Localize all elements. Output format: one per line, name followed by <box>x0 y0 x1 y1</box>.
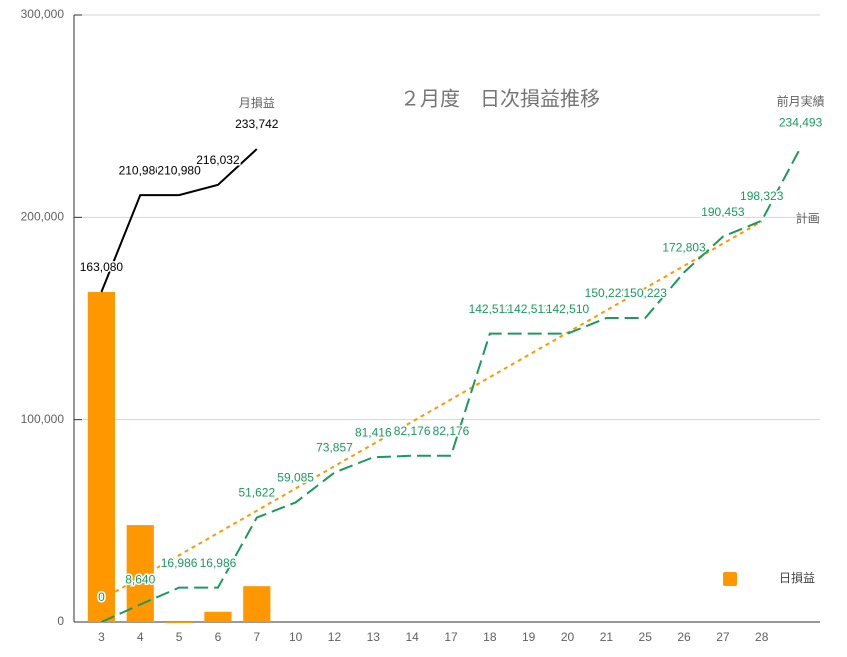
data-label: 73,857 <box>316 441 353 455</box>
line-series <box>101 147 802 623</box>
data-label: 172,803 <box>662 241 706 255</box>
series-label: 前月実績 <box>777 94 825 109</box>
bar <box>204 611 232 622</box>
series-label: 月損益 <box>239 95 275 110</box>
data-label: 142,511 <box>469 302 512 316</box>
x-tick-label: 7 <box>253 630 260 644</box>
x-tick-label: 21 <box>600 630 614 644</box>
data-label: 142,511 <box>507 302 550 316</box>
chart-title: ２月度 日次損益推移 <box>400 87 600 110</box>
data-label: 190,453 <box>701 205 745 219</box>
x-tick-label: 18 <box>483 630 497 644</box>
bar <box>87 292 116 622</box>
y-tick-label: 100,000 <box>21 412 65 426</box>
data-label: 82,176 <box>394 424 431 438</box>
x-tick-label: 5 <box>176 630 183 644</box>
data-label: 51,622 <box>238 486 275 500</box>
data-label: 233,742 <box>235 117 279 131</box>
line-series <box>100 220 763 601</box>
x-tick-label: 6 <box>215 630 222 644</box>
data-label: 81,416 <box>355 425 392 439</box>
line-series <box>100 148 258 293</box>
bar <box>126 525 154 622</box>
x-tick-label: 13 <box>367 630 381 644</box>
data-label: 163,080 <box>80 260 124 274</box>
data-label: 210,980 <box>157 163 201 177</box>
data-label: 216,032 <box>196 153 240 167</box>
bar <box>243 586 271 622</box>
y-tick-label: 200,000 <box>21 210 65 224</box>
x-tick-label: 19 <box>522 630 536 644</box>
x-tick-label: 10 <box>289 630 303 644</box>
data-label: 142,510 <box>546 302 590 316</box>
data-label: 82,176 <box>433 424 470 438</box>
x-tick-label: 27 <box>716 630 730 644</box>
data-label: 59,085 <box>277 471 314 485</box>
data-label: 150,223 <box>624 286 668 300</box>
x-tick-label: 28 <box>755 630 769 644</box>
data-label: 198,323 <box>740 189 784 203</box>
x-tick-label: 26 <box>677 630 691 644</box>
x-tick-label: 20 <box>561 630 575 644</box>
x-tick-label: 12 <box>328 630 342 644</box>
data-label: 150,223 <box>585 286 629 300</box>
y-tick-label: 0 <box>57 614 64 628</box>
data-label: 8,640 <box>125 573 155 587</box>
data-label: 210,980 <box>119 163 163 177</box>
legend-label: 日損益 <box>779 570 815 585</box>
data-label: 16,986 <box>200 556 237 570</box>
data-label: 0 <box>98 590 105 604</box>
legend-swatch <box>723 572 737 586</box>
bar <box>165 622 193 623</box>
data-label: 16,986 <box>161 556 198 570</box>
series-label: 計画 <box>796 211 820 226</box>
data-label: 234,493 <box>779 116 823 130</box>
x-tick-label: 4 <box>137 630 144 644</box>
y-tick-label: 300,000 <box>21 7 65 21</box>
x-tick-label: 14 <box>405 630 419 644</box>
x-tick-label: 17 <box>444 630 458 644</box>
x-tick-label: 25 <box>639 630 653 644</box>
x-tick-label: 3 <box>98 630 105 644</box>
